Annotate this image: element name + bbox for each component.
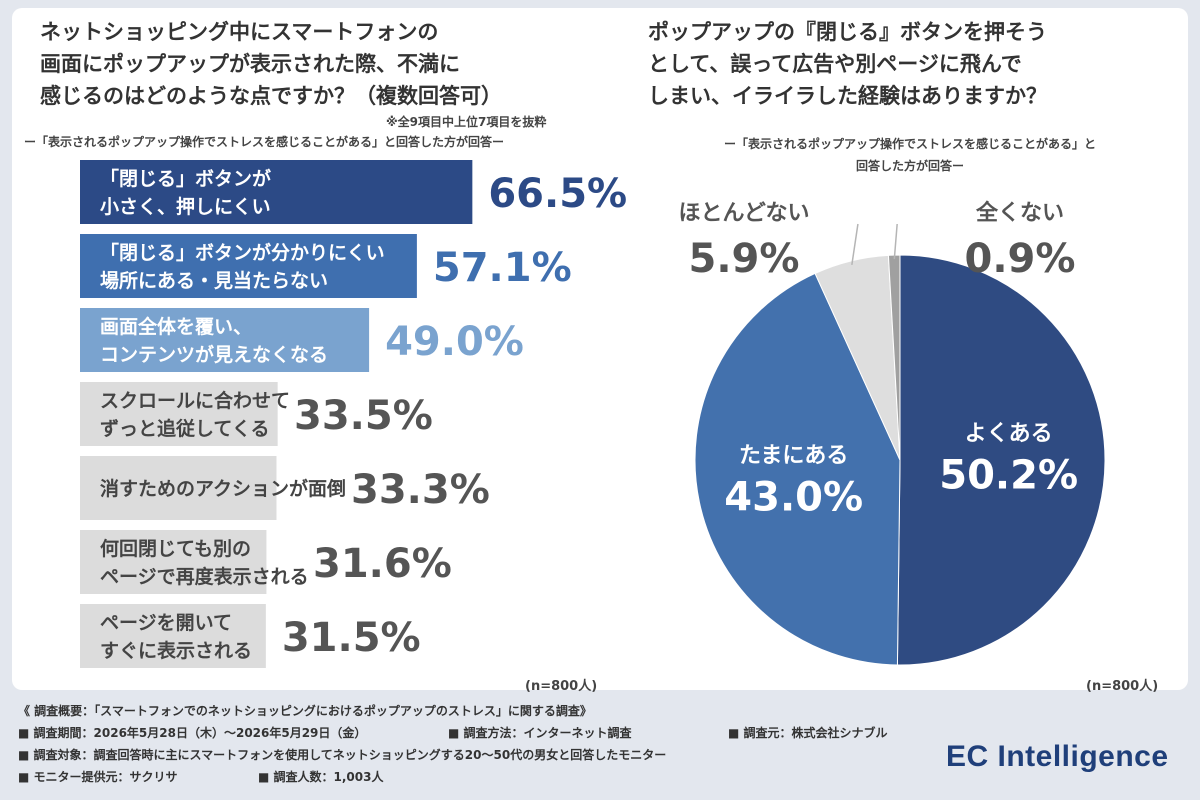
category-label: 小さく、押しにくい	[100, 195, 271, 218]
slice-value: 0.9%	[965, 236, 1076, 282]
survey-summary: 《 調査概要：「スマートフォンでのネットショッピングにおけるポップアップのストレ…	[18, 700, 918, 788]
value-label: 31.5%	[282, 615, 421, 661]
title-line: 感じるのはどのような点ですか？（複数回答可）	[40, 84, 502, 108]
survey-period: ■ 調査期間：2026年5月28日（木）〜2026年5月29日（金）	[18, 726, 367, 740]
slice-value: 50.2%	[939, 453, 1078, 499]
leader-line	[893, 223, 898, 260]
pie-slice	[896, 254, 1106, 666]
slice-label: たまにある	[739, 443, 848, 468]
category-label: ページで再度表示される	[100, 565, 309, 588]
bar-chart-note: ※全9項目中上位7項目を抜粋	[386, 115, 547, 129]
title-line: ポップアップの『閉じる』ボタンを押そう	[648, 20, 1047, 44]
bar	[80, 308, 370, 372]
survey-source: ■ 調査元：株式会社シナブル	[728, 726, 888, 740]
pie-sample-size: (n=800人)	[1086, 679, 1159, 694]
survey-provider: ■ モニター提供元：サクリサ	[18, 770, 178, 784]
bar	[80, 234, 417, 298]
pie-chart-subtitle: ー「表示されるポップアップ操作でストレスを感じることがある」と 回答した方が回答…	[650, 133, 1170, 177]
category-label: コンテンツが見えなくなる	[100, 343, 328, 366]
category-label: 画面全体を覆い、	[100, 315, 252, 338]
value-label: 66.5%	[488, 171, 627, 217]
bar-sample-size: (n=800人)	[525, 679, 598, 694]
category-label: 場所にある・見当たらない	[100, 269, 328, 292]
slice-label: 全くない	[975, 200, 1064, 226]
bar-chart-title: ネットショッピング中にスマートフォンの 画面にポップアップが表示された際、不満に…	[40, 16, 600, 112]
bar	[80, 604, 266, 668]
category-label: すぐに表示される	[100, 639, 252, 662]
category-label: 消すためのアクションが面倒	[100, 477, 346, 500]
title-line: しまい、イライラした経験はありますか？	[648, 84, 1047, 108]
slice-label: ほとんどない	[679, 201, 810, 226]
title-line: ネットショッピング中にスマートフォンの	[40, 20, 439, 44]
slice-value: 43.0%	[724, 474, 863, 520]
bar	[80, 382, 278, 446]
bar	[80, 456, 277, 520]
value-label: 57.1%	[433, 245, 572, 291]
bar	[80, 530, 267, 594]
title-line: として、誤って広告や別ページに飛んで	[648, 52, 1022, 76]
subtitle-line: ー「表示されるポップアップ操作でストレスを感じることがある」と	[723, 137, 1096, 151]
pie-slice	[694, 272, 901, 666]
value-label: 49.0%	[385, 319, 524, 365]
bar	[80, 160, 473, 224]
value-label: 31.6%	[313, 541, 452, 587]
survey-row: ■ モニター提供元：サクリサ ■ 調査人数：1,003人	[18, 766, 918, 788]
survey-method: ■ 調査方法：インターネット調査	[448, 726, 632, 740]
survey-row: ■ 調査期間：2026年5月28日（木）〜2026年5月29日（金） ■ 調査方法…	[18, 722, 918, 744]
value-label: 33.3%	[351, 467, 490, 513]
category-label: 「閉じる」ボタンが	[100, 167, 271, 190]
survey-row: ■ 調査対象：調査回答時に主にスマートフォンを使用してネットショッピングする20…	[18, 744, 918, 766]
pie-chart-title: ポップアップの『閉じる』ボタンを押そう として、誤って広告や別ページに飛んで し…	[648, 16, 1168, 112]
survey-heading: 《 調査概要：「スマートフォンでのネットショッピングにおけるポップアップのストレ…	[18, 704, 592, 718]
category-label: 何回閉じても別の	[100, 537, 251, 560]
slice-label: よくある	[965, 422, 1053, 447]
survey-target: ■ 調査対象：調査回答時に主にスマートフォンを使用してネットショッピングする20…	[18, 748, 667, 762]
title-line: 画面にポップアップが表示された際、不満に	[40, 52, 460, 76]
category-label: ページを開いて	[100, 612, 232, 634]
survey-count: ■ 調査人数：1,003人	[258, 770, 384, 784]
subtitle-line: 回答した方が回答ー	[855, 159, 964, 173]
slice-value: 5.9%	[689, 236, 800, 282]
pie-chart: よくある 50.2% たまにある 43.0% ほとんどない 5.9% 全くない 0.9%	[679, 200, 1106, 666]
value-label: 33.5%	[294, 393, 433, 439]
category-label: ずっと追従してくる	[100, 417, 269, 440]
ec-intelligence-logo: EC Intelligence	[946, 740, 1169, 773]
bar-chart-subtitle: ー「表示されるポップアップ操作でストレスを感じることがある」と回答した方が回答ー	[24, 135, 505, 149]
category-label: スクロールに合わせて	[100, 389, 290, 412]
category-label: 「閉じる」ボタンが分かりにくい	[100, 241, 385, 264]
leader-line	[851, 223, 859, 265]
